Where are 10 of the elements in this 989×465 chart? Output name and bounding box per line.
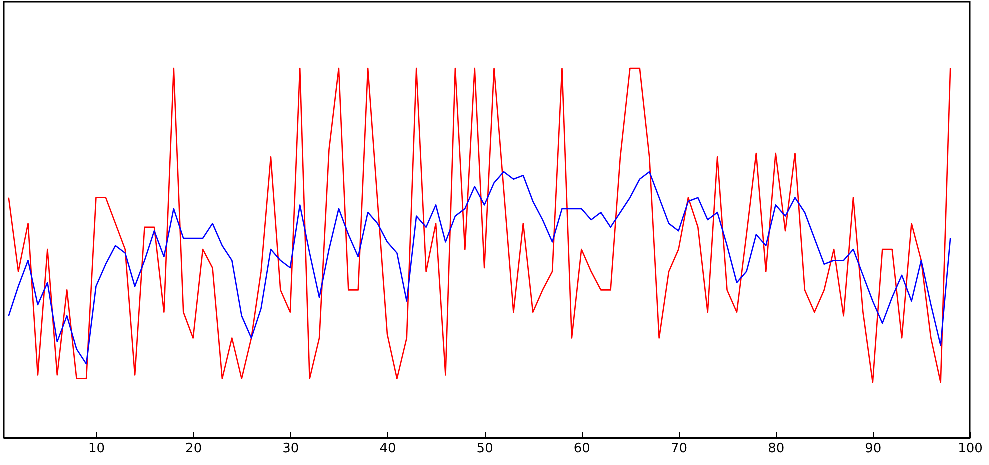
x-tick-label: 40 xyxy=(380,442,396,456)
x-tick-label: 100 xyxy=(958,442,983,456)
x-tick-label: 30 xyxy=(282,442,300,456)
x-tick-label: 90 xyxy=(865,442,882,456)
x-tick-label: 50 xyxy=(476,442,494,456)
x-tick-label: 70 xyxy=(670,442,688,456)
x-tick-label: 60 xyxy=(574,442,590,456)
x-tick-label: 80 xyxy=(768,442,785,456)
x-tick-label: 10 xyxy=(88,442,106,456)
x-tick-label: 20 xyxy=(186,442,202,456)
